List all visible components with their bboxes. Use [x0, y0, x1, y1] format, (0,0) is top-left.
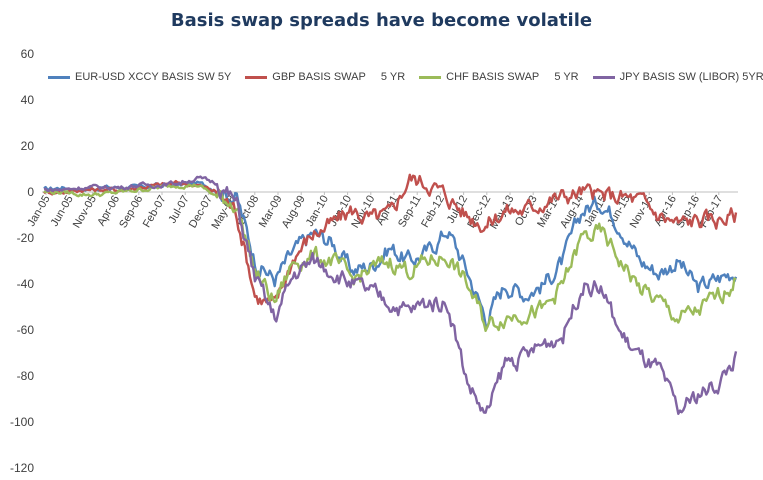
- chart-title: Basis swap spreads have become volatile: [170, 10, 593, 31]
- y-tick-label: 20: [21, 139, 35, 153]
- legend-label-jpy: JPY BASIS SW (LIBOR) 5YR: [619, 71, 763, 83]
- y-tick-label: -80: [17, 369, 35, 383]
- series-line-3: [43, 175, 738, 415]
- y-tick-label: -60: [17, 323, 35, 337]
- legend-swatch-gbp: [245, 75, 268, 79]
- y-tick-label: -120: [10, 461, 34, 475]
- legend-item-gbp[interactable]: GBP BASIS SWAP 5 YR: [245, 71, 405, 83]
- legend-item-chf[interactable]: CHF BASIS SWAP 5 YR: [419, 71, 579, 83]
- x-tick-label: Nov-05: [71, 194, 99, 231]
- legend-label-chf: CHF BASIS SWAP 5 YR: [446, 71, 579, 83]
- x-tick-label: Feb-07: [141, 194, 169, 230]
- legend-swatch-jpy: [592, 75, 615, 79]
- legend-swatch-chf: [419, 75, 442, 79]
- chart-legend: EUR-USD XCCY BASIS SW 5Y GBP BASIS SWAP …: [48, 71, 763, 83]
- legend-label-eur: EUR-USD XCCY BASIS SW 5Y: [75, 71, 232, 83]
- y-tick-label: 40: [21, 93, 35, 107]
- y-tick-label: 60: [21, 47, 35, 61]
- x-tick-label: Aug-09: [280, 194, 308, 231]
- y-tick-label: -20: [17, 231, 35, 245]
- x-tick-label: Feb-12: [419, 194, 447, 230]
- y-tick-label: -40: [17, 277, 35, 291]
- legend-item-eur[interactable]: EUR-USD XCCY BASIS SW 5Y: [48, 71, 231, 83]
- legend-swatch-eur: [48, 75, 70, 79]
- legend-label-gbp: GBP BASIS SWAP 5 YR: [272, 71, 406, 83]
- y-tick-label: 0: [27, 185, 34, 199]
- legend-item-jpy[interactable]: JPY BASIS SW (LIBOR) 5YR: [592, 71, 763, 83]
- y-tick-label: -100: [10, 415, 34, 429]
